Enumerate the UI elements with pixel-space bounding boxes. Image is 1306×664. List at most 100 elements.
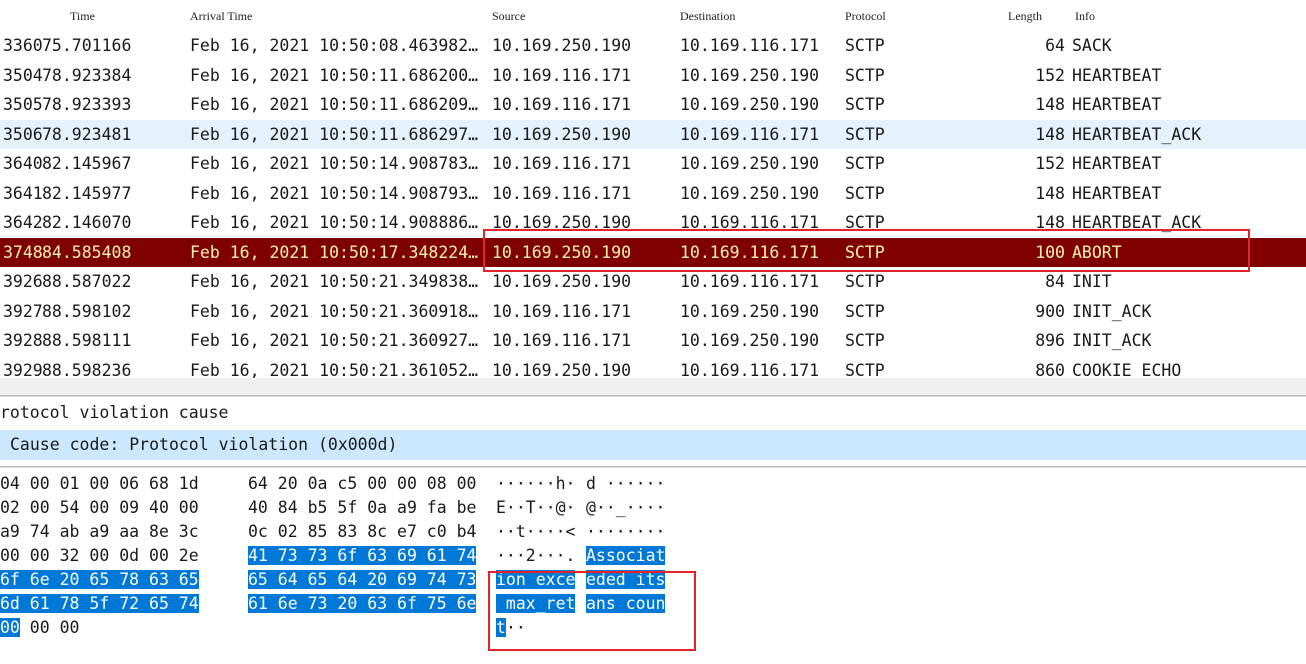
packet-cell: SCTP	[845, 242, 885, 262]
packet-cell: HEARTBEAT	[1072, 95, 1162, 114]
byte-text: Associat	[586, 546, 666, 565]
ascii-group: ······h·	[496, 472, 575, 496]
byte-text: ans coun	[586, 594, 666, 613]
hex-group: 6d 61 78 5f 72 65 74	[0, 592, 199, 616]
column-header[interactable]: Protocol	[845, 9, 886, 23]
packet-cell: 10.169.250.190	[680, 95, 820, 114]
byte-text: ······h·	[496, 474, 576, 493]
packet-cell: 148	[1035, 213, 1065, 232]
packet-cell: 10.169.250.190	[492, 124, 632, 144]
packet-row[interactable]: 3928 88.598111 Feb 16, 2021 10:50:21.36092…	[0, 326, 1306, 356]
packet-cell: INIT_ACK	[1072, 331, 1152, 350]
packet-cell: 10.169.116.171	[492, 331, 632, 350]
packet-cell: 3506	[3, 124, 43, 144]
packet-cell: 10.169.116.171	[680, 124, 820, 144]
packet-row[interactable]: 3926 88.587022 Feb 16, 2021 10:50:21.34983…	[0, 267, 1306, 297]
packet-cell: HEARTBEAT	[1072, 154, 1162, 173]
column-header[interactable]: Destination	[680, 9, 736, 23]
hex-row: 04 00 01 00 06 68 1d 64 20 0a c5 00 00 08…	[0, 472, 1306, 496]
packet-cell: 3505	[3, 95, 43, 114]
packet-cell: 78.923481	[42, 124, 132, 144]
byte-text: eded its	[586, 570, 666, 589]
byte-text: max_ret	[496, 594, 576, 613]
hex-row: 6d 61 78 5f 72 65 74 61 6e 73 20 63 6f 75…	[0, 592, 1306, 616]
column-header[interactable]: Source	[492, 9, 526, 23]
packet-cell: 10.169.250.190	[680, 331, 820, 350]
column-header[interactable]: Arrival Time	[190, 9, 253, 23]
packet-cell: 148	[1035, 183, 1065, 203]
column-header[interactable]: Length	[1008, 9, 1042, 23]
packet-cell: 3928	[3, 331, 43, 350]
packet-cell: HEARTBEAT_ACK	[1072, 124, 1202, 144]
hex-group: 04 00 01 00 06 68 1d	[0, 472, 199, 496]
hex-row: 00 00 00 t··	[0, 616, 1306, 640]
packet-row[interactable]: 3748 84.585408 Feb 16, 2021 10:50:17.34822…	[0, 237, 1306, 267]
packet-row[interactable]: 3505 78.923393 Feb 16, 2021 10:50:11.68620…	[0, 90, 1306, 120]
byte-text: 65 64 65 64 20 69 74 73	[248, 570, 477, 589]
packet-cell: 10.169.116.171	[492, 301, 632, 321]
packet-cell: SCTP	[845, 301, 885, 321]
packet-cell: 10.169.116.171	[680, 272, 820, 291]
column-header[interactable]: Time	[70, 9, 95, 23]
byte-text: ion exce	[496, 570, 576, 589]
detail-line[interactable]: rotocol violation cause	[0, 398, 1306, 428]
ascii-group: E··T··@·	[496, 496, 575, 520]
detail-text: rotocol violation cause	[0, 403, 229, 422]
packet-cell: 10.169.250.190	[492, 272, 632, 291]
byte-text: ···2···.	[496, 546, 576, 565]
packet-cell: 10.169.250.190	[680, 154, 820, 173]
packet-cell: Feb 16, 2021 10:50:11.686209…	[190, 95, 479, 114]
packet-cell: Feb 16, 2021 10:50:17.348224…	[190, 242, 479, 262]
ascii-group: Associat	[586, 544, 666, 568]
packet-cell: 10.169.250.190	[492, 242, 632, 262]
packet-cell: Feb 16, 2021 10:50:21.360918…	[190, 301, 479, 321]
hex-group: 00 00 32 00 0d 00 2e	[0, 544, 199, 568]
packet-cell: 900	[1035, 301, 1065, 321]
packet-row[interactable]: 3360 75.701166 Feb 16, 2021 10:50:08.46398…	[0, 31, 1306, 61]
annotation-box	[488, 571, 696, 651]
packet-cell: SCTP	[845, 331, 885, 350]
hex-group: 0c 02 85 83 8c e7 c0 b4	[248, 520, 476, 544]
packet-row[interactable]: 3642 82.146070 Feb 16, 2021 10:50:14.90888…	[0, 208, 1306, 238]
packet-cell: 3748	[3, 242, 43, 262]
packet-row[interactable]: 3927 88.598102 Feb 16, 2021 10:50:21.36091…	[0, 297, 1306, 327]
detail-line[interactable]: Cause code: Protocol violation (0x000d)	[0, 430, 1306, 460]
packet-cell: Feb 16, 2021 10:50:21.349838…	[190, 272, 479, 291]
packet-row[interactable]: 3504 78.923384 Feb 16, 2021 10:50:11.68620…	[0, 61, 1306, 91]
hex-row: 02 00 54 00 09 40 00 40 84 b5 5f 0a a9 fa…	[0, 496, 1306, 520]
byte-text: 40 84 b5 5f 0a a9 fa be	[248, 498, 477, 517]
packet-cell: SCTP	[845, 213, 885, 232]
byte-text: @··_····	[586, 498, 666, 517]
packet-cell: Feb 16, 2021 10:50:14.908783…	[190, 154, 479, 173]
byte-text: d ······	[586, 474, 666, 493]
ascii-group: t··	[496, 616, 526, 640]
ascii-group: eded its	[586, 568, 666, 592]
hex-group: 41 73 73 6f 63 69 61 74	[248, 544, 477, 568]
packet-cell: 10.169.250.190	[680, 301, 820, 321]
packet-row[interactable]: 3641 82.145977 Feb 16, 2021 10:50:14.90879…	[0, 179, 1306, 209]
packet-cell: Feb 16, 2021 10:50:21.361052…	[190, 360, 479, 379]
packet-cell: 3640	[3, 154, 43, 173]
ascii-group: @··_····	[586, 496, 665, 520]
packet-cell: 3927	[3, 301, 43, 321]
packet-cell: SCTP	[845, 95, 885, 114]
packet-cell: 10.169.250.190	[680, 183, 820, 203]
byte-text: 6f 6e 20 65 78 63 65	[0, 570, 199, 589]
packet-cell: 10.169.116.171	[680, 213, 820, 232]
byte-text: ··t····<	[496, 522, 576, 541]
packet-row[interactable]: 3929 88.598236 Feb 16, 2021 10:50:21.36105…	[0, 356, 1306, 379]
hex-group: 6f 6e 20 65 78 63 65	[0, 568, 199, 592]
packet-cell: 860	[1035, 360, 1065, 379]
byte-text: 6d 61 78 5f 72 65 74	[0, 594, 199, 613]
hex-row: 00 00 32 00 0d 00 2e 41 73 73 6f 63 69 61…	[0, 544, 1306, 568]
packet-cell: 78.923384	[42, 65, 132, 85]
packet-cell: SCTP	[845, 183, 885, 203]
packet-cell: SCTP	[845, 124, 885, 144]
packet-cell: 10.169.116.171	[492, 95, 632, 114]
column-header[interactable]: Info	[1075, 9, 1095, 23]
ascii-group: d ······	[586, 472, 665, 496]
packet-row[interactable]: 3506 78.923481 Feb 16, 2021 10:50:11.68629…	[0, 119, 1306, 149]
byte-text: t	[496, 618, 506, 637]
packet-row[interactable]: 3640 82.145967 Feb 16, 2021 10:50:14.90878…	[0, 149, 1306, 179]
